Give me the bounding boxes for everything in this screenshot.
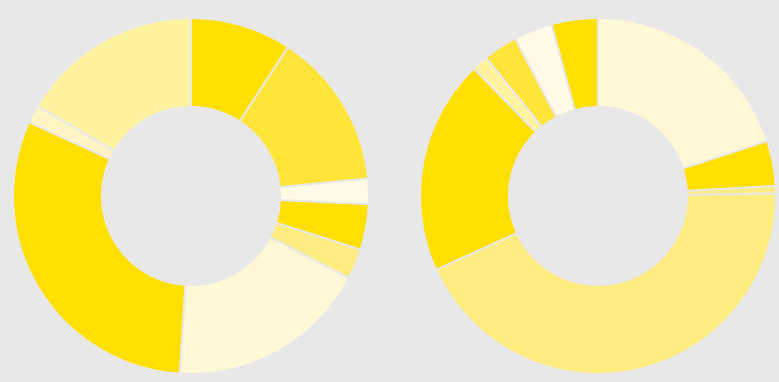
donut-chart-left — [12, 16, 370, 375]
donut-0-slice-8 — [36, 16, 192, 153]
donut-0-slice-5 — [178, 235, 351, 375]
donut-1-slice-3 — [434, 192, 777, 375]
donut-1-slice-4 — [419, 67, 538, 272]
donut-0-slice-6 — [12, 120, 187, 375]
donut-chart-right — [419, 16, 777, 375]
donut-1-slice-8 — [550, 16, 599, 112]
donut-1-slice-0 — [597, 16, 769, 170]
